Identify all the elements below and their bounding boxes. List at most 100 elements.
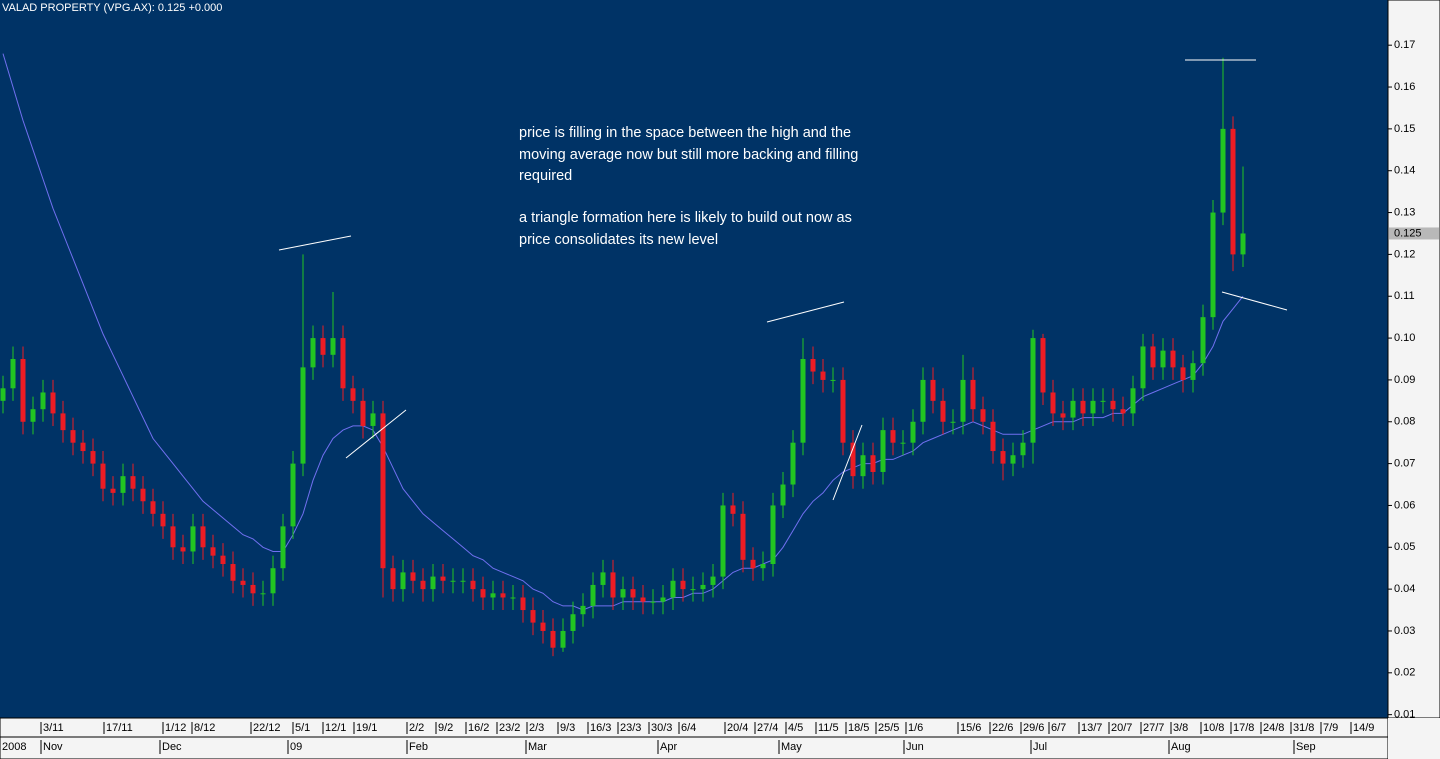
- annotation-line: moving average now but still more backin…: [519, 147, 858, 163]
- candle-body: [910, 421, 916, 443]
- x-tick-label: 27/4: [757, 722, 778, 734]
- annotation-line: price is filling in the space between th…: [519, 125, 851, 141]
- x-tick-label: 24/8: [1263, 722, 1284, 734]
- y-tick-label: 0.15: [1394, 123, 1415, 135]
- candle-body: [1200, 317, 1206, 364]
- y-tick-label: 0.10: [1394, 332, 1415, 344]
- candle-body: [430, 576, 436, 590]
- candle-body: [420, 580, 426, 590]
- x-tick-label: 23/3: [620, 722, 641, 734]
- chart-title: VALAD PROPERTY (VPG.AX): 0.125 +0.000: [2, 2, 222, 14]
- month-tick-label: May: [781, 741, 802, 753]
- candle-body: [1040, 338, 1046, 393]
- candle-body: [680, 580, 686, 590]
- candle-body: [520, 597, 526, 611]
- candle-body: [610, 572, 616, 598]
- x-tick-label: 1/6: [908, 722, 923, 734]
- candle-body: [310, 338, 316, 368]
- candle-body: [510, 597, 516, 599]
- y-tick-label: 0.08: [1394, 416, 1415, 428]
- x-tick-label: 30/3: [651, 722, 672, 734]
- candle-body: [450, 580, 456, 582]
- candle-body: [590, 584, 596, 606]
- candle-body: [900, 442, 906, 444]
- annotation-line: price consolidates its new level: [519, 232, 718, 248]
- candle-body: [740, 513, 746, 560]
- candle-body: [550, 630, 556, 648]
- candle-body: [1150, 346, 1156, 368]
- candle-body: [600, 572, 606, 585]
- candle-body: [170, 526, 176, 548]
- candle-body: [90, 451, 96, 464]
- month-tick-label: Sep: [1296, 741, 1316, 753]
- x-tick-label: 19/1: [356, 722, 377, 734]
- candle-body: [320, 338, 326, 355]
- annotation: price is filling in the space between th…: [519, 125, 858, 248]
- candle-body: [660, 597, 666, 602]
- x-tick-label: 2/3: [529, 722, 544, 734]
- candle-body: [100, 463, 106, 489]
- candle-body: [390, 568, 396, 590]
- x-tick-label: 15/6: [960, 722, 981, 734]
- plot-area: [0, 0, 1388, 718]
- month-tick-label: 2008: [2, 741, 26, 753]
- candle-body: [1140, 346, 1146, 389]
- x-tick-label: 18/5: [848, 722, 869, 734]
- candle-body: [1180, 367, 1186, 380]
- x-tick-label: 10/8: [1203, 722, 1224, 734]
- candle-body: [920, 379, 926, 422]
- candle-body: [650, 601, 656, 603]
- x-tick-label: 14/9: [1353, 722, 1374, 734]
- candle-body: [620, 589, 626, 598]
- candle-body: [250, 584, 256, 594]
- candle-body: [630, 589, 636, 598]
- candle-body: [970, 379, 976, 410]
- y-tick-label: 0.09: [1394, 374, 1415, 386]
- candle-body: [670, 580, 676, 598]
- x-tick-label: 6/7: [1051, 722, 1066, 734]
- candle-body: [700, 584, 706, 590]
- x-tick-label: 17/8: [1233, 722, 1254, 734]
- price-marker-label: 0.125: [1394, 227, 1422, 239]
- candle-body: [260, 593, 266, 595]
- x-tick-label: 11/5: [818, 722, 839, 734]
- candle-body: [950, 421, 956, 423]
- x-tick-label: 5/1: [295, 722, 310, 734]
- candle-body: [10, 359, 16, 389]
- candle-body: [350, 388, 356, 401]
- candle-body: [1110, 400, 1116, 410]
- y-tick-label: 0.07: [1394, 458, 1415, 470]
- candle-body: [830, 379, 836, 381]
- x-tick-label: 12/1: [325, 722, 346, 734]
- candle-body: [1050, 392, 1056, 414]
- y-tick-label: 0.16: [1394, 81, 1415, 93]
- candle-body: [890, 430, 896, 443]
- trendline: [832, 424, 863, 501]
- candle-body: [1160, 350, 1166, 368]
- candle-body: [1030, 338, 1036, 443]
- candle-body: [640, 597, 646, 602]
- x-tick-label: 1/12: [165, 722, 186, 734]
- trendline: [1221, 291, 1288, 311]
- x-tick-label: 3/8: [1173, 722, 1188, 734]
- candle-body: [1060, 413, 1066, 418]
- candle-body: [690, 589, 696, 591]
- candle-body: [1130, 388, 1136, 414]
- candle-body: [980, 409, 986, 422]
- candle-body: [1100, 400, 1106, 402]
- y-tick-label: 0.05: [1394, 541, 1415, 553]
- candle-body: [570, 614, 576, 631]
- trendlines: [278, 59, 1288, 501]
- y-tick-label: 0.17: [1394, 39, 1415, 51]
- candle-body: [1090, 400, 1096, 414]
- candle-body: [560, 630, 566, 648]
- y-tick-label: 0.14: [1394, 165, 1415, 177]
- trendline: [278, 235, 352, 251]
- candle-body: [60, 413, 66, 431]
- x-tick-label: 6/4: [681, 722, 696, 734]
- candle-body: [530, 610, 536, 623]
- candle-body: [230, 564, 236, 581]
- x-tick-label: 16/3: [590, 722, 611, 734]
